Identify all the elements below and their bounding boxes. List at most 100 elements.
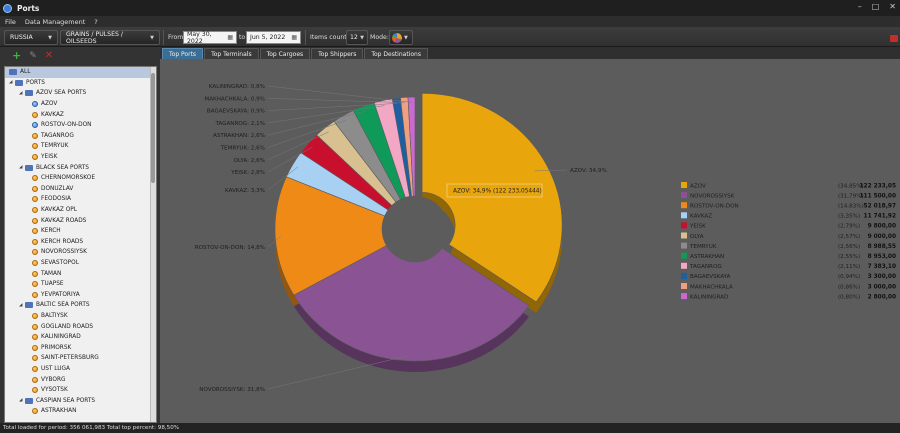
- tree-item-port[interactable]: ASTRAKHAN: [32, 406, 76, 417]
- legend-percent: (0,86%): [838, 284, 860, 290]
- expand-icon[interactable]: ◢: [19, 90, 23, 96]
- tree-item-port[interactable]: DONUZLAV: [32, 184, 73, 195]
- legend-percent: (14,83%): [838, 204, 864, 210]
- legend-name: BAGAEVSKAYA: [690, 274, 731, 280]
- items-count-select[interactable]: 12 ▼: [346, 30, 368, 45]
- tree-item-port[interactable]: ROSTOV-ON-DON: [32, 120, 92, 131]
- tree-item-port[interactable]: KERCH ROADS: [32, 237, 83, 248]
- tree-item-port[interactable]: SEVASTOPOL: [32, 258, 79, 269]
- tree-item-port[interactable]: FEODOSIA: [32, 194, 71, 205]
- tree-item-port[interactable]: VYBORG: [32, 374, 65, 385]
- folder-icon: [25, 302, 33, 309]
- tree-item-port[interactable]: BALTIYSK: [32, 311, 68, 322]
- tree-item-port[interactable]: KAVKAZ ROADS: [32, 215, 86, 226]
- tree-item-port[interactable]: UST LUGA: [32, 364, 70, 375]
- expand-icon[interactable]: ◢: [9, 80, 13, 86]
- tree-item-port[interactable]: SAINT-PETERSBURG: [32, 353, 99, 364]
- legend-value: 111 500,00: [860, 193, 897, 199]
- to-date-input[interactable]: Jun 5, 2022 ▦: [246, 31, 301, 44]
- callout-line: [267, 85, 412, 103]
- from-date-input[interactable]: May 30, 2022 ▦: [183, 31, 237, 45]
- tab-top-ports[interactable]: Top Ports: [162, 48, 204, 59]
- tree-folder[interactable]: ◢ PORTS: [9, 78, 45, 89]
- minimize-icon[interactable]: –: [857, 2, 862, 11]
- tab-top-destinations[interactable]: Top Destinations: [364, 48, 428, 59]
- tooltip-text: AZOV: 34,9% (122 233,05444): [453, 189, 542, 195]
- legend-percent: (2,11%): [838, 264, 860, 270]
- tree-item-port[interactable]: TEMRYUK: [32, 141, 68, 152]
- mode-label: Mode:: [370, 34, 389, 41]
- tree-item-label: CASPIAN SEA PORTS: [36, 397, 96, 404]
- pie-hole: [382, 196, 448, 262]
- legend-name: KALININGRAD: [690, 294, 728, 300]
- legend-name: MAKHACHKALA: [690, 284, 733, 290]
- port-icon: [32, 111, 38, 118]
- tree-item-label: BALTIC SEA PORTS: [36, 302, 90, 309]
- legend-name: TAGANROG: [689, 264, 722, 270]
- menu-data-management[interactable]: Data Management: [24, 17, 86, 26]
- tree-item-port[interactable]: KAVKAZ: [32, 109, 64, 120]
- mode-select[interactable]: ▼: [389, 30, 413, 45]
- delete-icon[interactable]: ✕: [44, 50, 54, 61]
- add-icon[interactable]: +: [12, 49, 22, 62]
- expand-icon[interactable]: ◢: [19, 165, 23, 171]
- tree-item-label: AZOV SEA PORTS: [36, 90, 87, 97]
- legend-name: YEISK: [689, 224, 706, 230]
- tree-item-label: ROSTOV-ON-DON: [41, 122, 92, 129]
- tree-item-label: FEODOSIA: [41, 196, 71, 203]
- toolbar: RUSSIA ▼ GRAINS / PULSES / OILSEEDS ▼ Fr…: [0, 27, 900, 47]
- title-bar: Ports – □ ✕: [0, 0, 900, 16]
- pie-slice[interactable]: [421, 93, 563, 303]
- cargo-group-select[interactable]: GRAINS / PULSES / OILSEEDS ▼: [60, 30, 160, 45]
- callout-label: ASTRAKHAN: 2,6%: [213, 133, 265, 139]
- menu-file[interactable]: File: [5, 17, 16, 26]
- tree-item-label: ALL: [20, 69, 31, 76]
- legend-swatch: [681, 222, 687, 229]
- callout-line: [267, 131, 329, 161]
- export-icon[interactable]: [890, 35, 898, 42]
- tree-item-port[interactable]: TUAPSE: [32, 279, 64, 290]
- tree-item-port[interactable]: VYSOTSK: [32, 385, 68, 396]
- tree-item-port[interactable]: YEISK: [32, 152, 57, 163]
- tree-item-port[interactable]: AZOV: [32, 99, 57, 110]
- callout-label: AZOV: 34,9%: [570, 168, 607, 174]
- ports-tree[interactable]: ALL ◢ PORTS ◢ AZOV SEA PORTS AZOV KAVKAZ ROSTO…: [4, 66, 157, 423]
- tree-item-port[interactable]: KERCH: [32, 226, 61, 237]
- close-icon[interactable]: ✕: [889, 2, 896, 11]
- tree-folder[interactable]: ◢ BLACK SEA PORTS: [19, 162, 89, 173]
- tree-folder[interactable]: ◢ CASPIAN SEA PORTS: [19, 396, 95, 407]
- tree-item-port[interactable]: KAVKAZ OPL: [32, 205, 77, 216]
- maximize-icon[interactable]: □: [871, 2, 880, 11]
- tree-item-port[interactable]: CHERNOMORSKOE: [32, 173, 95, 184]
- tree-item-port[interactable]: TAMAN: [32, 268, 61, 279]
- callout-line: [267, 119, 347, 148]
- tree-item-port[interactable]: TAGANROG: [32, 131, 74, 142]
- separator: [163, 30, 164, 45]
- legend-percent: (3,35%): [838, 214, 860, 220]
- tree-scrollbar-thumb[interactable]: [151, 73, 155, 183]
- port-icon: [32, 143, 38, 150]
- tooltip: [446, 183, 543, 198]
- callout-label: NOVOROSSIYSK: 31,8%: [199, 387, 265, 393]
- status-bar: Total loaded for period: 356 061,983 Tot…: [0, 423, 900, 433]
- tree-item-port[interactable]: KALININGRAD: [32, 332, 81, 343]
- menu-help[interactable]: ?: [94, 17, 98, 26]
- tab-top-shippers[interactable]: Top Shippers: [311, 48, 364, 59]
- tree-scrollbar[interactable]: [150, 67, 156, 422]
- tree-item-all[interactable]: ALL: [5, 67, 151, 78]
- edit-icon[interactable]: ✎: [29, 50, 37, 61]
- calendar-icon[interactable]: ▦: [227, 34, 233, 41]
- tab-top-cargoes[interactable]: Top Cargoes: [259, 48, 311, 59]
- tree-item-port[interactable]: NOVOROSSIYSK: [32, 247, 87, 258]
- expand-icon[interactable]: ◢: [19, 398, 23, 404]
- country-select[interactable]: RUSSIA ▼: [4, 30, 58, 45]
- legend-swatch: [681, 283, 687, 289]
- tree-folder[interactable]: ◢ BALTIC SEA PORTS: [19, 300, 90, 311]
- calendar-icon[interactable]: ▦: [291, 34, 297, 41]
- tree-item-port[interactable]: GOGLAND ROADS: [32, 321, 93, 332]
- tab-top-terminals[interactable]: Top Terminals: [204, 48, 259, 59]
- expand-icon[interactable]: ◢: [19, 302, 23, 308]
- tree-item-port[interactable]: YEVPATORIYA: [32, 290, 80, 301]
- tree-folder[interactable]: ◢ AZOV SEA PORTS: [19, 88, 86, 99]
- tree-item-port[interactable]: PRIMORSK: [32, 343, 71, 354]
